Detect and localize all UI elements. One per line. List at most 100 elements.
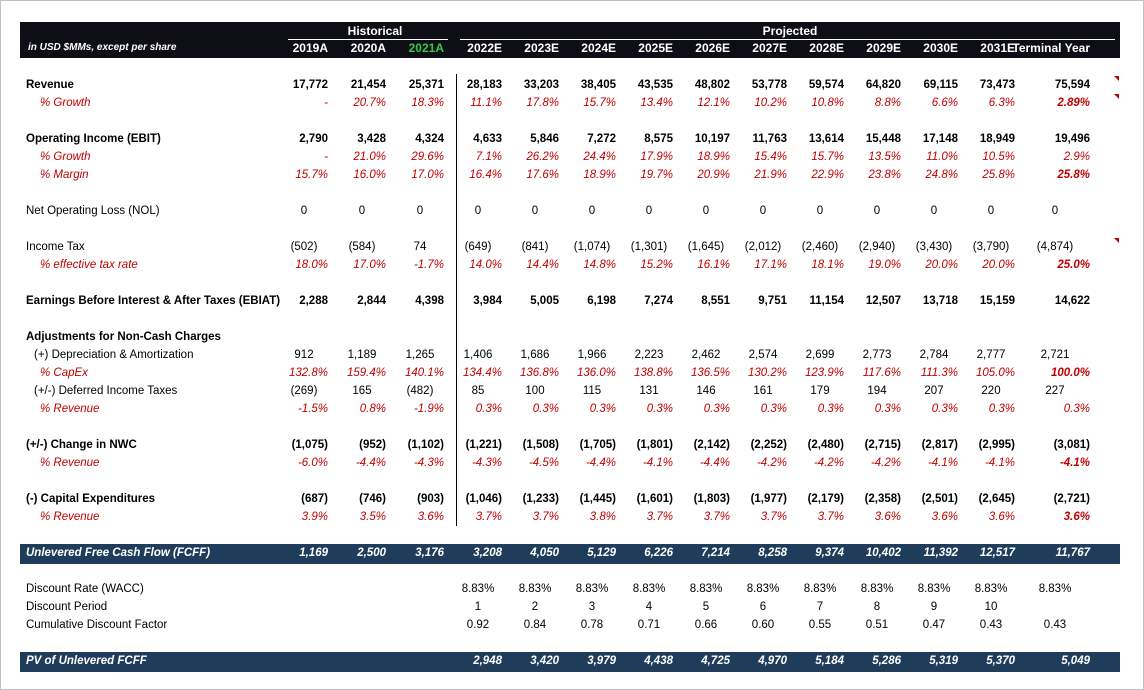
cell-2020a[interactable]: -4.4% [355,457,386,469]
cell-2027e[interactable]: (1,977) [750,493,787,505]
cell-2028e[interactable]: 18.1% [811,259,844,271]
cell-2021a[interactable]: 29.6% [411,151,444,163]
cell-2027e[interactable]: 53,778 [751,79,787,91]
cell-2027e[interactable]: 3.7% [760,511,787,523]
cell-2024e[interactable]: 14.8% [583,259,616,271]
cell-2024e[interactable]: 5,129 [587,547,616,559]
cell-2020a[interactable]: 159.4% [346,367,386,379]
cell-terminal-year[interactable]: 100.0% [1050,367,1090,379]
cell-2022e[interactable]: 3.7% [475,511,502,523]
cell-2019a[interactable]: 1,169 [299,547,328,559]
cell-2029e[interactable]: 8 [873,601,881,613]
cell-2029e[interactable]: (2,358) [864,493,901,505]
cell-2024e[interactable]: 6,198 [587,295,616,307]
cell-2024e[interactable]: 18.9% [583,169,616,181]
cell-2030e[interactable]: (2,817) [921,439,958,451]
cell-2026e[interactable]: 0 [702,205,710,217]
cell-2024e[interactable]: (1,074) [573,241,611,253]
cell-2021a[interactable]: 140.1% [404,367,444,379]
cell-2024e[interactable]: (1,705) [579,439,616,451]
cell-2019a[interactable]: 2,790 [299,133,328,145]
cell-2022e[interactable]: 0.3% [475,403,502,415]
cell-2022e[interactable]: -4.3% [471,457,502,469]
cell-2030e[interactable]: 13,718 [922,295,958,307]
cell-2022e[interactable]: 8.83% [461,583,495,595]
cell-2030e[interactable]: 111.3% [920,367,958,379]
cell-2029e[interactable]: 3.6% [874,511,901,523]
cell-2031e[interactable]: 0 [987,205,995,217]
cell-2025e[interactable]: 17.9% [640,151,673,163]
cell-2019a[interactable]: (269) [290,385,318,397]
cell-2024e[interactable]: 15.7% [583,97,616,109]
cell-2031e[interactable]: (2,995) [978,439,1015,451]
cell-2022e[interactable]: 4,633 [473,133,502,145]
cell-2022e[interactable]: 3,208 [473,547,502,559]
cell-2029e[interactable]: 12,507 [865,295,901,307]
cell-2027e[interactable]: 4,970 [758,655,787,667]
cell-2029e[interactable]: 0.51 [865,619,889,631]
cell-terminal-year[interactable]: (3,081) [1053,439,1090,451]
cell-comment-indicator[interactable] [1114,76,1119,81]
cell-2019a[interactable]: 3.9% [301,511,328,523]
cell-2027e[interactable]: 10.2% [754,97,787,109]
cell-2019a[interactable]: (502) [290,241,318,253]
cell-2022e[interactable]: 1,406 [463,349,493,361]
cell-2029e[interactable]: 0 [873,205,881,217]
cell-2023e[interactable]: 4,050 [530,547,559,559]
cell-terminal-year[interactable]: 11,767 [1055,547,1090,559]
cell-2031e[interactable]: 0.3% [988,403,1015,415]
cell-2023e[interactable]: 2 [531,601,539,613]
cell-2031e[interactable]: 0.43 [979,619,1003,631]
cell-2023e[interactable]: 136.8% [519,367,559,379]
cell-2019a[interactable]: 912 [294,349,314,361]
cell-2019a[interactable]: 15.7% [295,169,328,181]
cell-2030e[interactable]: 0.47 [922,619,946,631]
cell-terminal-year[interactable]: 2.9% [1063,151,1090,163]
cell-2019a[interactable]: -6.0% [297,457,328,469]
cell-2024e[interactable]: 24.4% [583,151,616,163]
cell-2031e[interactable]: 20.0% [982,259,1015,271]
cell-2020a[interactable]: 20.7% [353,97,386,109]
cell-2025e[interactable]: 6,226 [644,547,673,559]
cell-terminal-year[interactable]: 2,721 [1040,349,1070,361]
cell-2026e[interactable]: 7,214 [701,547,730,559]
cell-2031e[interactable]: 25.8% [982,169,1015,181]
cell-terminal-year[interactable]: 75,594 [1054,79,1090,91]
cell-comment-indicator[interactable] [1114,238,1119,243]
cell-2025e[interactable]: 0.71 [637,619,661,631]
cell-2030e[interactable]: 17,148 [922,133,958,145]
cell-2026e[interactable]: 10,197 [694,133,730,145]
cell-2030e[interactable]: (2,501) [921,493,958,505]
cell-2031e[interactable]: 18,949 [979,133,1015,145]
cell-2026e[interactable]: 20.9% [697,169,730,181]
cell-2028e[interactable]: 3.7% [817,511,844,523]
cell-2025e[interactable]: 43,535 [637,79,673,91]
cell-2029e[interactable]: 194 [867,385,887,397]
cell-2019a[interactable]: - [324,97,328,109]
cell-2022e[interactable]: 0 [474,205,482,217]
cell-2026e[interactable]: 4,725 [701,655,730,667]
cell-2028e[interactable]: 179 [810,385,830,397]
cell-terminal-year[interactable]: 8.83% [1038,583,1072,595]
cell-terminal-year[interactable]: 25.0% [1057,259,1090,271]
cell-2028e[interactable]: 5,184 [815,655,844,667]
cell-2025e[interactable]: (1,601) [636,493,673,505]
cell-2025e[interactable]: (1,301) [630,241,668,253]
cell-2022e[interactable]: 16.4% [469,169,502,181]
cell-2030e[interactable]: 6.6% [931,97,958,109]
cell-2021a[interactable]: 4,398 [415,295,444,307]
cell-2030e[interactable]: 69,115 [923,79,958,91]
cell-2023e[interactable]: 33,203 [523,79,559,91]
cell-2024e[interactable]: 136.0% [576,367,616,379]
cell-2024e[interactable]: 0.78 [580,619,604,631]
cell-2023e[interactable]: 0.3% [532,403,559,415]
cell-2027e[interactable]: -4.2% [756,457,787,469]
cell-2027e[interactable]: 15.4% [754,151,787,163]
cell-2023e[interactable]: 0 [531,205,539,217]
cell-2027e[interactable]: 8.83% [746,583,780,595]
cell-2028e[interactable]: 22.9% [811,169,844,181]
cell-2019a[interactable]: (1,075) [291,439,328,451]
cell-2024e[interactable]: 115 [582,385,602,397]
cell-2021a[interactable]: -4.3% [413,457,444,469]
cell-2023e[interactable]: 3.7% [532,511,559,523]
